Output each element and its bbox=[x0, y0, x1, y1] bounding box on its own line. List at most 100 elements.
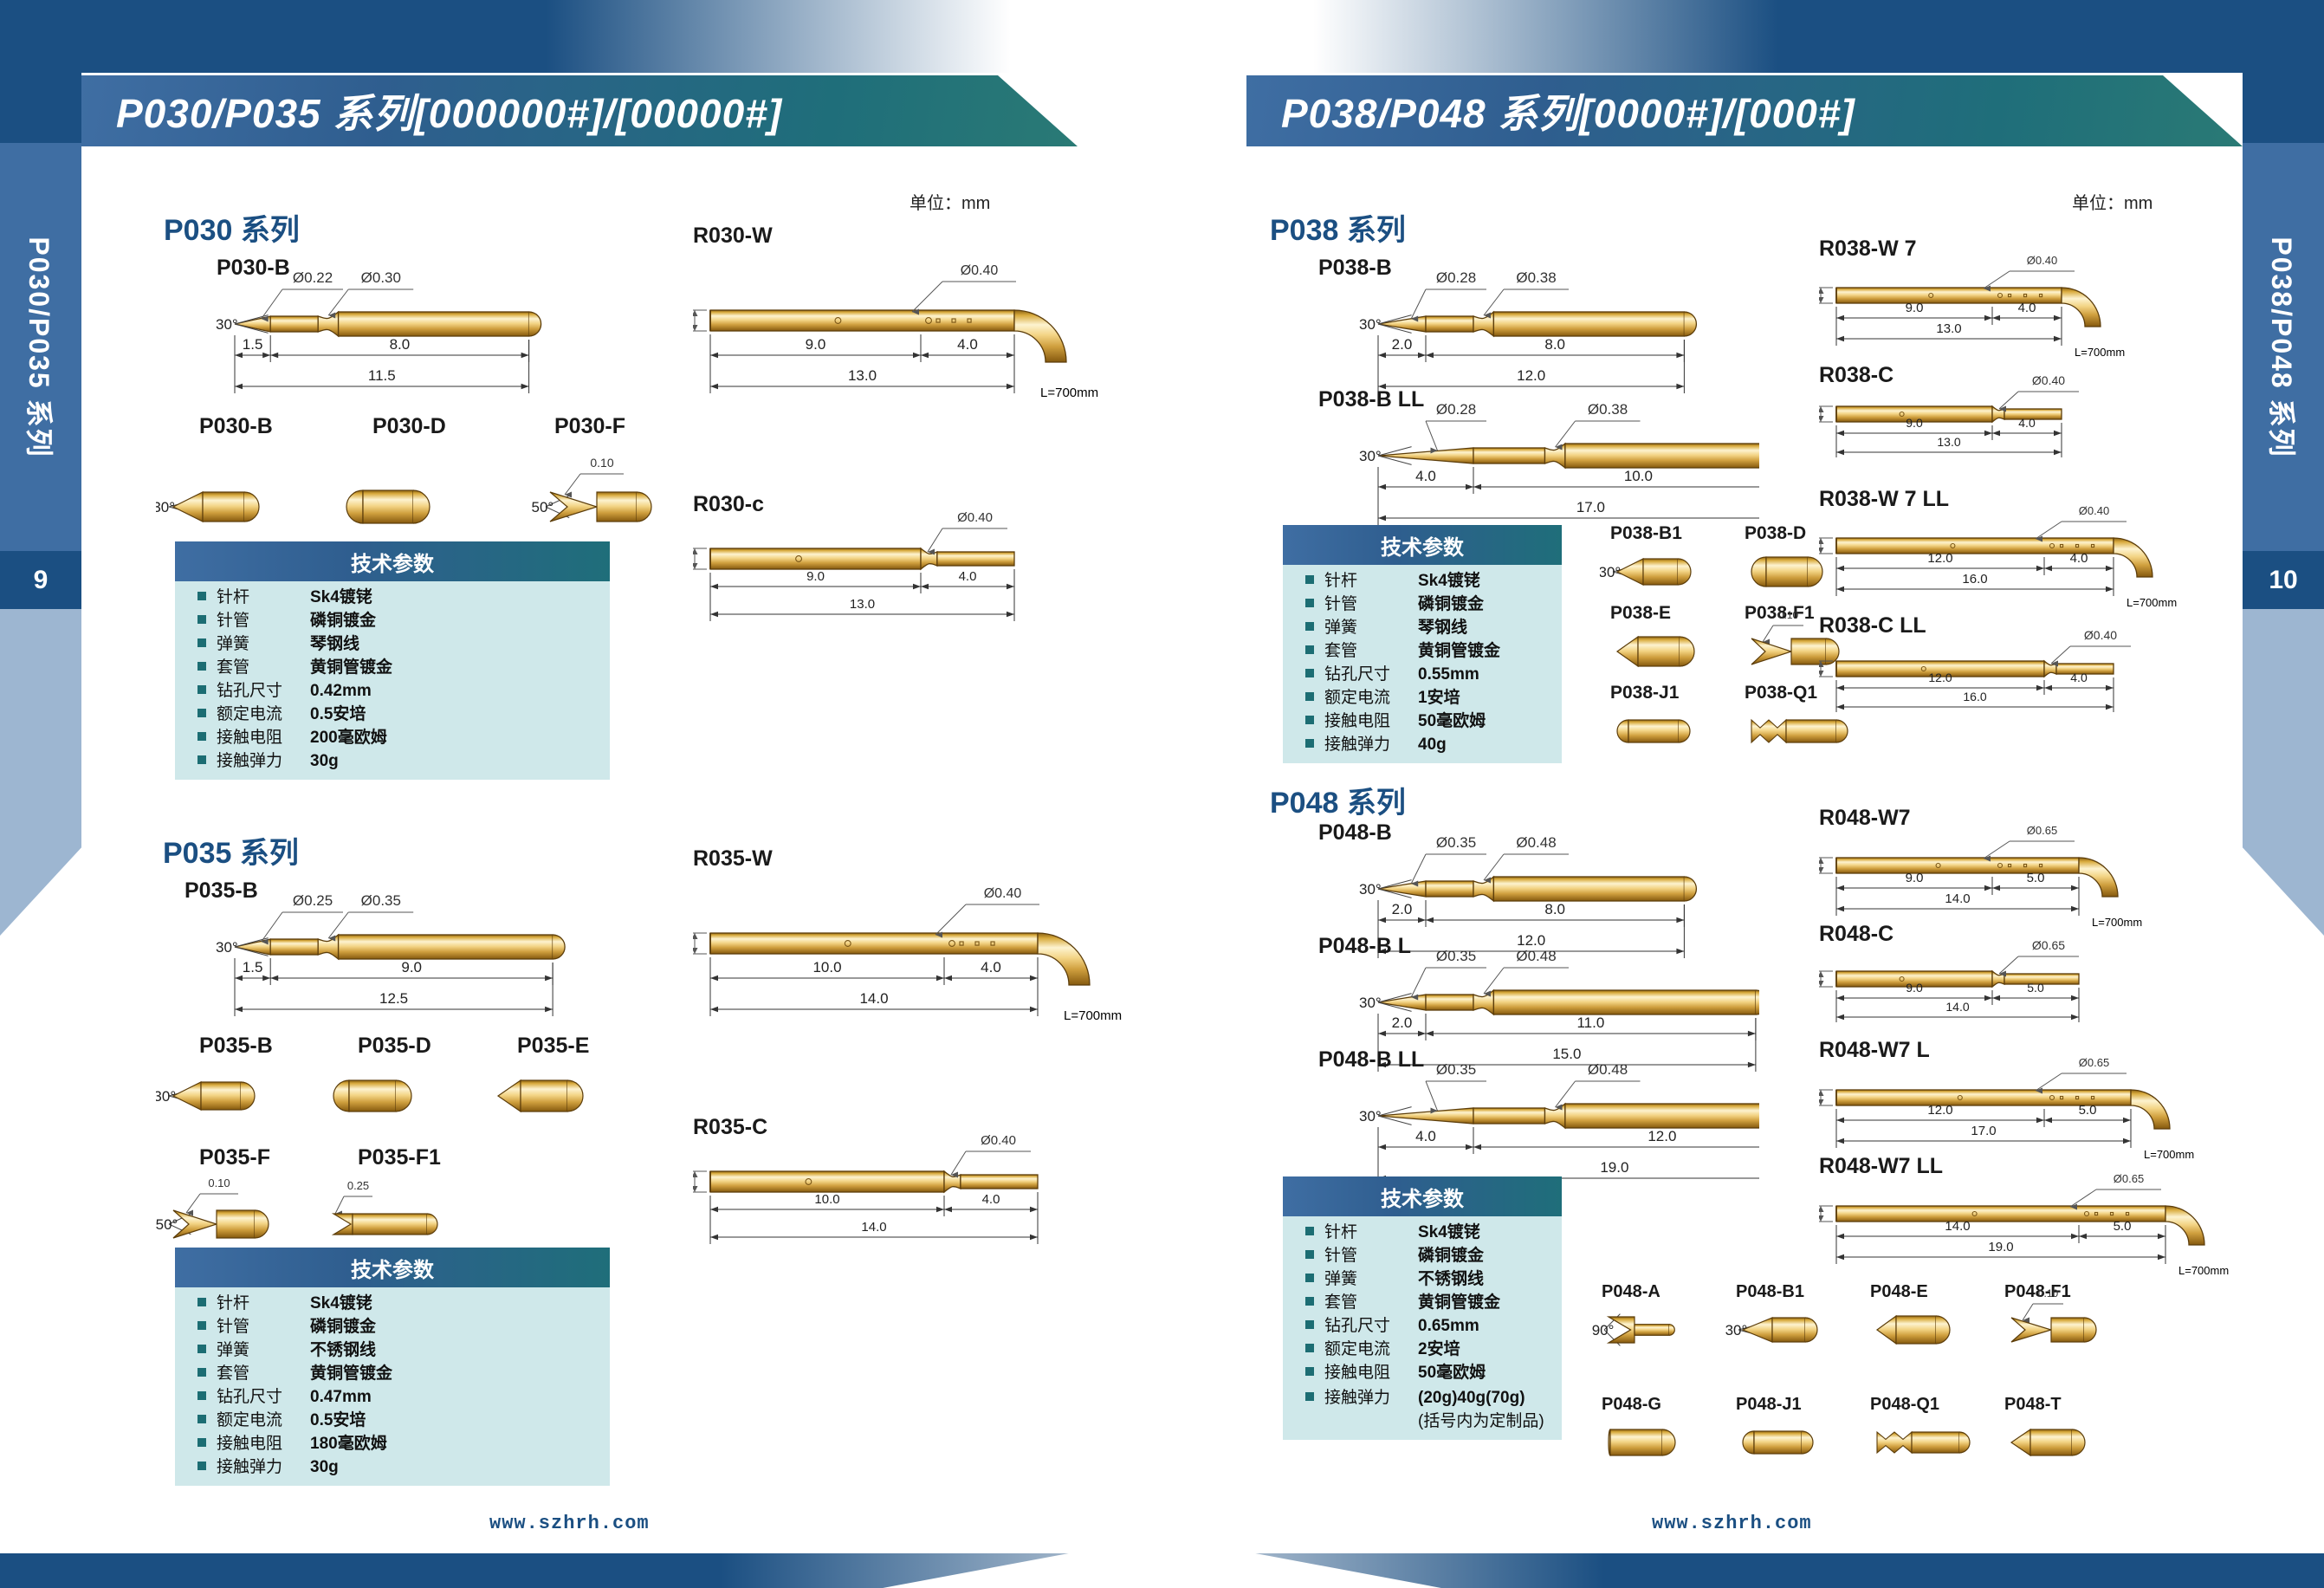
svg-text:8.0: 8.0 bbox=[390, 336, 411, 353]
svg-text:Ø0.38: Ø0.38 bbox=[1588, 401, 1628, 418]
svg-text:0.10: 0.10 bbox=[208, 1176, 230, 1189]
svg-text:Ø0.65: Ø0.65 bbox=[2027, 824, 2057, 837]
svg-text:Ø0.35: Ø0.35 bbox=[1436, 948, 1476, 964]
svg-text:4.0: 4.0 bbox=[2070, 671, 2088, 684]
svg-text:30°: 30° bbox=[1359, 995, 1382, 1011]
svg-text:Ø0.40: Ø0.40 bbox=[984, 886, 1022, 901]
svg-text:Ø0.48: Ø0.48 bbox=[1588, 1061, 1628, 1078]
svg-text:5.0: 5.0 bbox=[2079, 1103, 2097, 1118]
svg-text:0.10: 0.10 bbox=[2038, 1287, 2059, 1300]
svg-text:17.0: 17.0 bbox=[1576, 499, 1605, 515]
svg-text:10.0: 10.0 bbox=[812, 959, 841, 975]
svg-text:9.0: 9.0 bbox=[1906, 871, 1924, 885]
svg-text:30°: 30° bbox=[216, 939, 238, 956]
svg-text:Ø0.28: Ø0.28 bbox=[1436, 269, 1476, 286]
svg-text:5.0: 5.0 bbox=[2027, 871, 2045, 885]
svg-text:30°: 30° bbox=[1359, 1108, 1382, 1125]
svg-text:Ø0.35: Ø0.35 bbox=[1436, 1061, 1476, 1078]
svg-text:90°: 90° bbox=[1592, 1322, 1615, 1338]
svg-text:19.0: 19.0 bbox=[1988, 1240, 2013, 1254]
svg-text:4.0: 4.0 bbox=[2070, 551, 2088, 566]
svg-text:9.0: 9.0 bbox=[806, 336, 826, 353]
svg-text:11.0: 11.0 bbox=[1576, 1014, 1604, 1031]
svg-text:Ø0.35: Ø0.35 bbox=[1436, 834, 1476, 851]
svg-text:Ø0.48: Ø0.48 bbox=[1516, 948, 1556, 964]
svg-text:Ø0.40: Ø0.40 bbox=[961, 263, 999, 278]
svg-text:Ø0.28: Ø0.28 bbox=[1436, 401, 1476, 418]
svg-text:L=700mm: L=700mm bbox=[2127, 596, 2177, 606]
svg-text:P038-J1: P038-J1 bbox=[1610, 683, 1680, 703]
svg-text:Ø0.65: Ø0.65 bbox=[2032, 940, 2065, 952]
svg-text:L=700mm: L=700mm bbox=[1064, 1008, 1122, 1023]
svg-text:9.0: 9.0 bbox=[1906, 981, 1923, 995]
svg-text:4.0: 4.0 bbox=[959, 569, 977, 584]
svg-text:Ø0.22: Ø0.22 bbox=[293, 269, 333, 286]
svg-text:5.0: 5.0 bbox=[2027, 981, 2044, 995]
svg-text:P038-Q1: P038-Q1 bbox=[1745, 683, 1817, 703]
svg-text:5.0: 5.0 bbox=[2114, 1219, 2132, 1234]
svg-text:1.5: 1.5 bbox=[243, 336, 263, 353]
svg-text:12.0: 12.0 bbox=[1648, 1128, 1676, 1144]
svg-text:17.0: 17.0 bbox=[1971, 1124, 1996, 1138]
svg-text:Ø0.35: Ø0.35 bbox=[361, 892, 401, 909]
svg-text:14.0: 14.0 bbox=[859, 990, 888, 1007]
svg-text:2.0: 2.0 bbox=[1392, 901, 1413, 917]
svg-text:L=700mm: L=700mm bbox=[2075, 346, 2125, 356]
svg-text:Ø0.38: Ø0.38 bbox=[1516, 269, 1556, 286]
svg-text:Ø0.65: Ø0.65 bbox=[2079, 1056, 2109, 1069]
svg-text:Ø0.65: Ø0.65 bbox=[2114, 1172, 2144, 1185]
svg-text:12.0: 12.0 bbox=[1928, 671, 1952, 684]
svg-text:L=700mm: L=700mm bbox=[2092, 916, 2142, 926]
svg-text:11.5: 11.5 bbox=[368, 367, 396, 384]
svg-text:9.0: 9.0 bbox=[401, 959, 422, 975]
svg-text:Ø0.40: Ø0.40 bbox=[2079, 504, 2109, 517]
svg-text:16.0: 16.0 bbox=[1962, 572, 1987, 587]
svg-text:2.0: 2.0 bbox=[1392, 1014, 1413, 1031]
svg-text:12.5: 12.5 bbox=[379, 990, 408, 1007]
svg-text:Ø0.48: Ø0.48 bbox=[1516, 834, 1556, 851]
svg-text:8.0: 8.0 bbox=[1544, 336, 1565, 353]
svg-text:P048-J1: P048-J1 bbox=[1736, 1395, 1802, 1414]
svg-text:14.0: 14.0 bbox=[1945, 1219, 1970, 1234]
svg-text:P048-G: P048-G bbox=[1602, 1395, 1661, 1414]
svg-text:0.25: 0.25 bbox=[347, 1179, 369, 1192]
svg-text:12.0: 12.0 bbox=[1927, 1103, 1952, 1118]
svg-text:13.0: 13.0 bbox=[1936, 321, 1961, 336]
svg-text:1.5: 1.5 bbox=[243, 959, 263, 975]
svg-text:P038-E: P038-E bbox=[1610, 603, 1671, 623]
svg-text:16.0: 16.0 bbox=[1963, 690, 1986, 703]
svg-text:9.0: 9.0 bbox=[1906, 301, 1924, 315]
svg-text:P048-T: P048-T bbox=[2004, 1395, 2062, 1414]
svg-text:P048-Q1: P048-Q1 bbox=[1870, 1395, 1939, 1414]
svg-text:10.0: 10.0 bbox=[814, 1192, 839, 1207]
svg-text:Ø0.40: Ø0.40 bbox=[2032, 375, 2065, 387]
svg-text:L=700mm: L=700mm bbox=[2144, 1148, 2194, 1158]
svg-text:10.0: 10.0 bbox=[1624, 468, 1653, 484]
svg-text:50°: 50° bbox=[156, 1216, 178, 1233]
svg-text:14.0: 14.0 bbox=[861, 1220, 886, 1235]
svg-text:4.0: 4.0 bbox=[981, 959, 1001, 975]
svg-text:30°: 30° bbox=[156, 499, 175, 515]
svg-text:4.0: 4.0 bbox=[957, 336, 978, 353]
svg-text:P038-B1: P038-B1 bbox=[1610, 523, 1682, 543]
svg-text:50°: 50° bbox=[532, 499, 554, 515]
svg-text:P048-A: P048-A bbox=[1602, 1282, 1660, 1301]
svg-text:Ø0.40: Ø0.40 bbox=[981, 1134, 1016, 1148]
svg-text:30°: 30° bbox=[1359, 881, 1382, 898]
svg-text:2.0: 2.0 bbox=[1392, 336, 1413, 353]
svg-text:8.0: 8.0 bbox=[1544, 901, 1565, 917]
svg-text:9.0: 9.0 bbox=[806, 569, 825, 584]
svg-text:12.0: 12.0 bbox=[1517, 367, 1545, 384]
svg-text:9.0: 9.0 bbox=[1906, 416, 1923, 430]
svg-text:Ø0.40: Ø0.40 bbox=[2027, 254, 2057, 267]
svg-text:Ø0.40: Ø0.40 bbox=[2084, 630, 2117, 642]
svg-text:13.0: 13.0 bbox=[848, 367, 877, 384]
svg-text:P038-D: P038-D bbox=[1745, 523, 1806, 543]
svg-text:30°: 30° bbox=[1359, 448, 1382, 464]
svg-text:13.0: 13.0 bbox=[850, 597, 875, 612]
svg-text:30°: 30° bbox=[216, 316, 238, 333]
svg-text:P048-B1: P048-B1 bbox=[1736, 1282, 1804, 1301]
svg-text:4.0: 4.0 bbox=[2018, 416, 2036, 430]
svg-text:12.0: 12.0 bbox=[1927, 551, 1952, 566]
svg-text:30°: 30° bbox=[1359, 316, 1382, 333]
